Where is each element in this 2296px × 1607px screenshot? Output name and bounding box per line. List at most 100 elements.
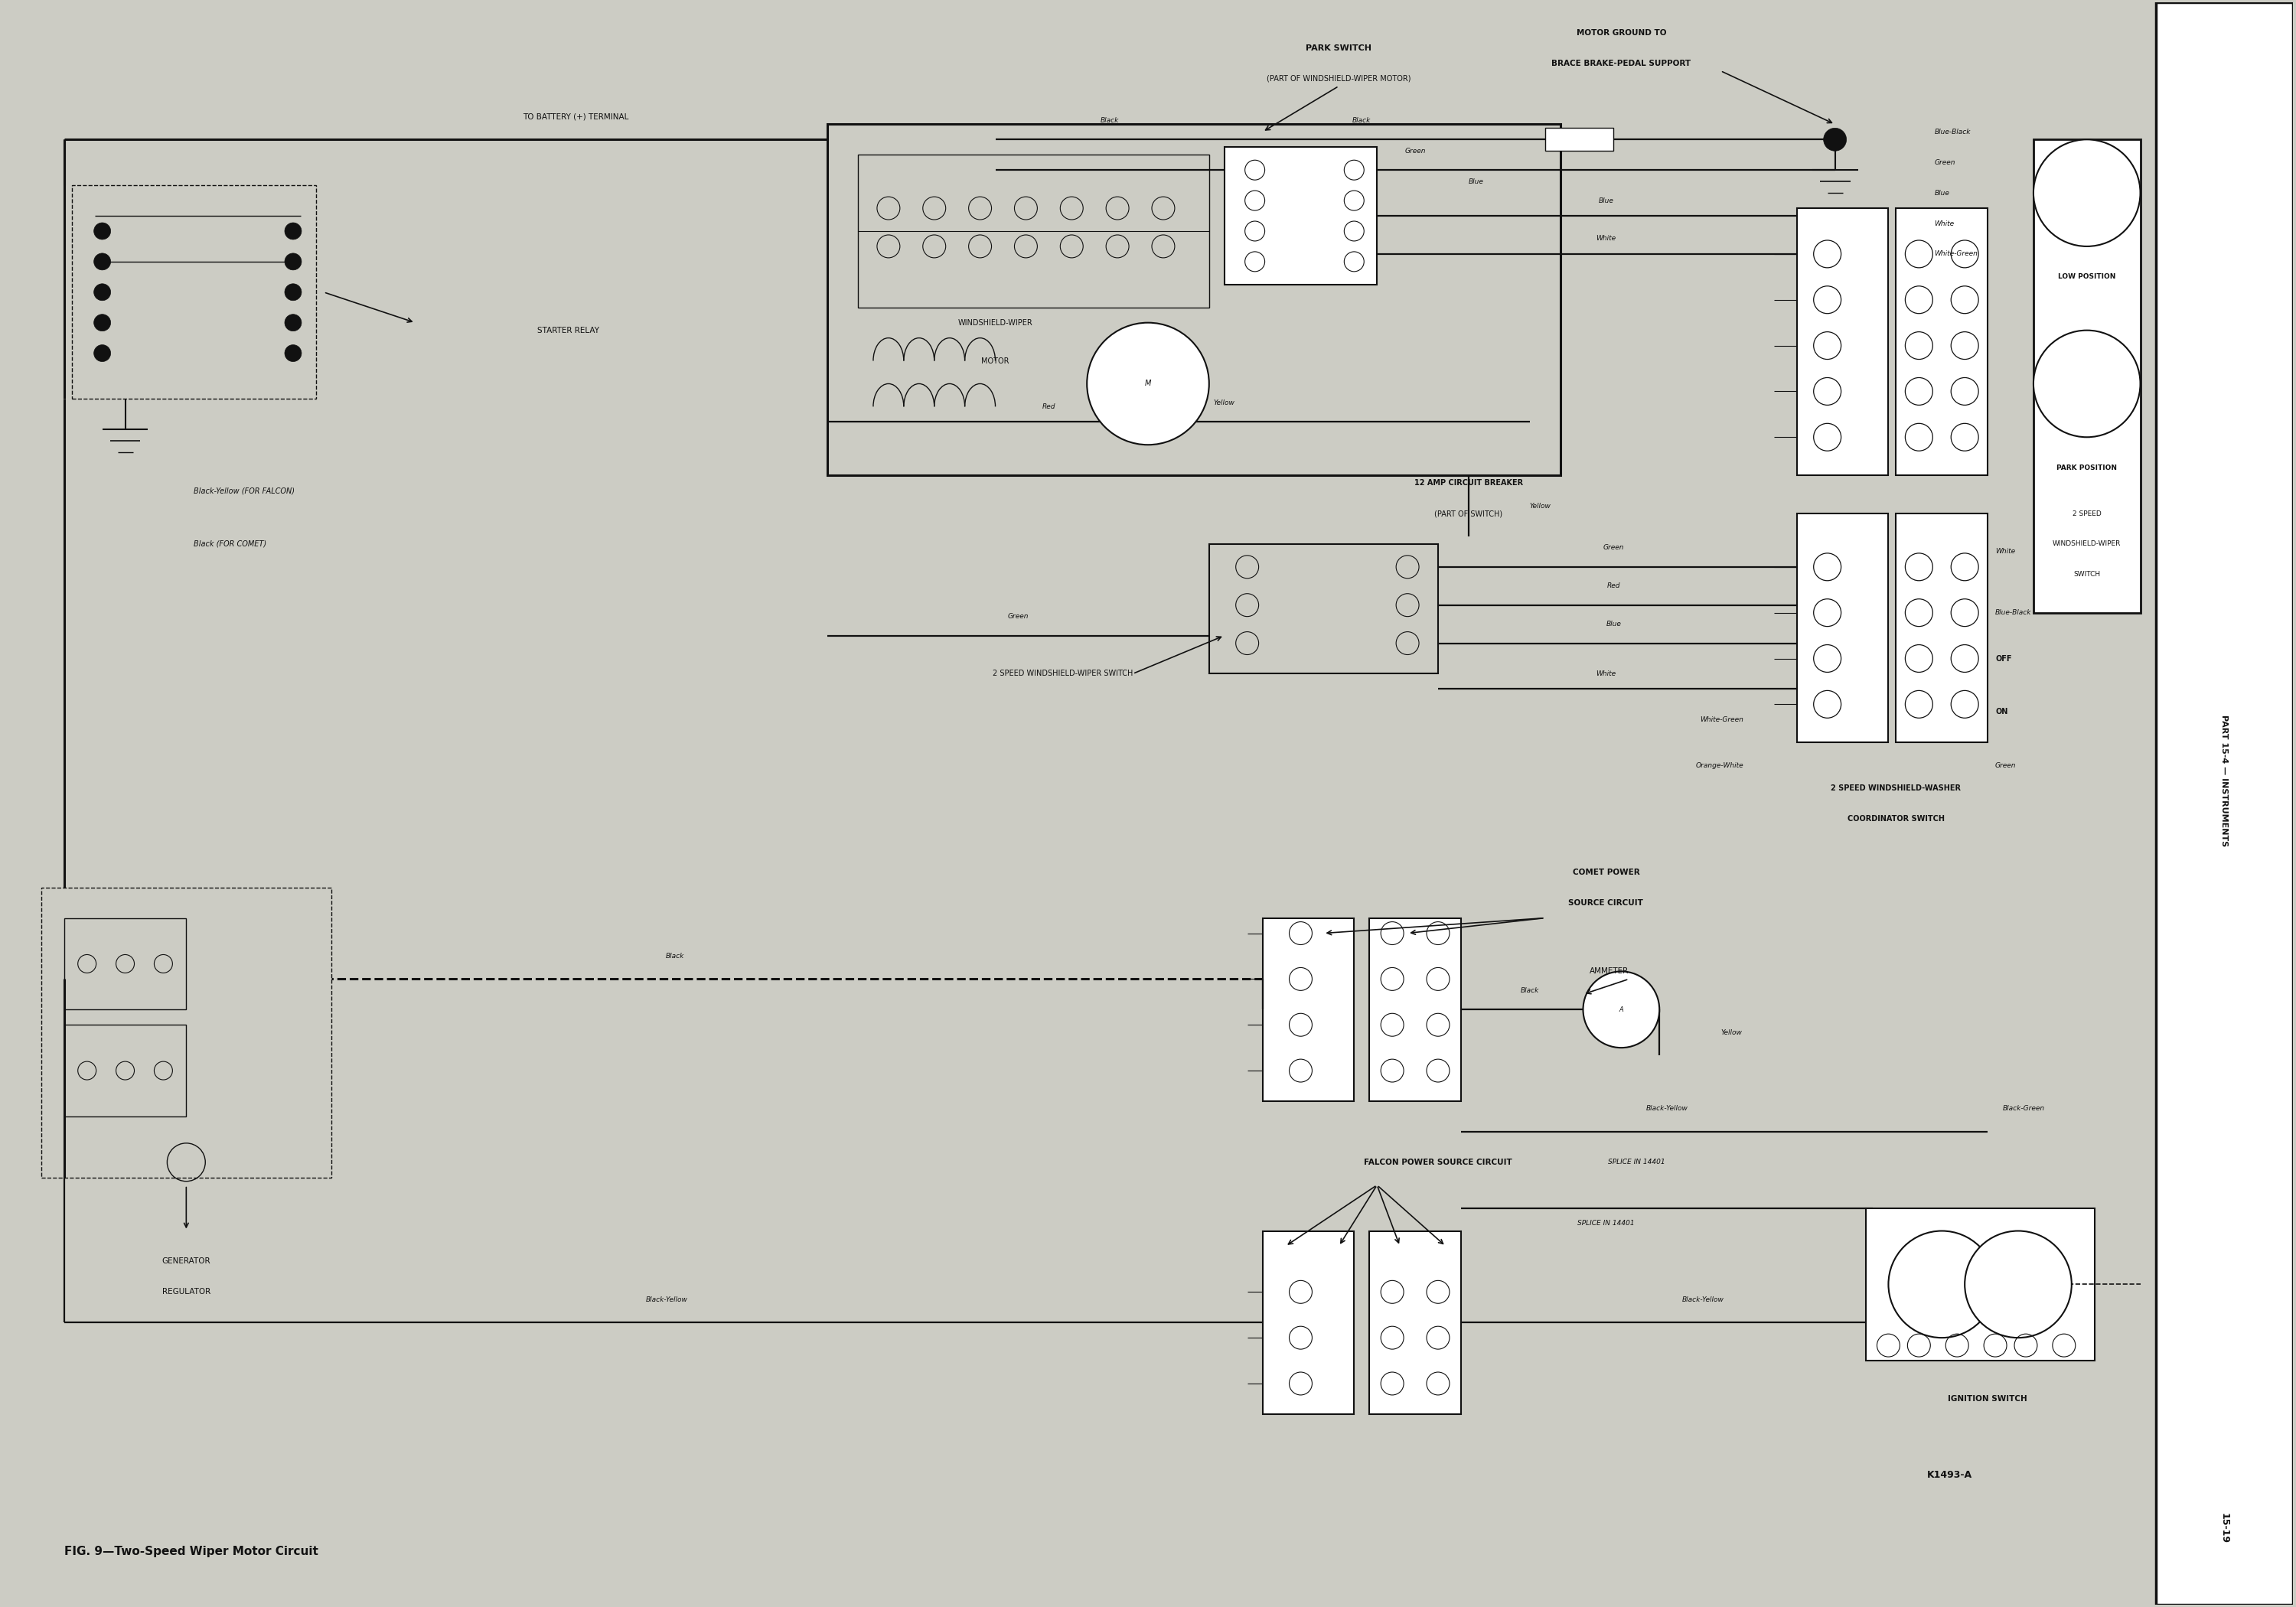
Text: Yellow: Yellow (1529, 503, 1552, 509)
Text: OFF: OFF (1995, 654, 2011, 662)
Bar (859, 154, 1210, 307)
Text: M: M (1146, 379, 1150, 387)
Text: 2 SPEED WINDSHIELD-WIPER SWITCH: 2 SPEED WINDSHIELD-WIPER SWITCH (992, 670, 1132, 678)
Text: 15-19: 15-19 (2220, 1514, 2229, 1544)
Bar (1210, 545, 1437, 673)
Circle shape (94, 284, 110, 301)
Text: White: White (1596, 670, 1616, 677)
Text: A: A (1619, 1006, 1623, 1012)
Circle shape (285, 254, 301, 270)
Text: PART 15-4 — INSTRUMENTS: PART 15-4 — INSTRUMENTS (2220, 715, 2227, 847)
Text: White-Green: White-Green (1933, 251, 1977, 257)
Text: Black-Yellow: Black-Yellow (1683, 1297, 1724, 1303)
Text: Yellow: Yellow (1215, 400, 1235, 407)
Bar (1368, 1231, 1460, 1414)
Text: Blue: Blue (1469, 178, 1483, 185)
Text: GENERATOR: GENERATOR (163, 1258, 211, 1265)
Text: TO BATTERY (+) TERMINAL: TO BATTERY (+) TERMINAL (523, 112, 629, 121)
Text: IGNITION SWITCH: IGNITION SWITCH (1947, 1395, 2027, 1403)
Text: Green: Green (1995, 762, 2016, 768)
Text: Black-Green: Black-Green (2002, 1106, 2046, 1112)
Text: Orange-White: Orange-White (1694, 762, 1743, 768)
Text: PARK POSITION: PARK POSITION (2057, 464, 2117, 471)
Bar (41, 887, 331, 1178)
Circle shape (1823, 129, 1846, 151)
Bar (1263, 918, 1355, 1101)
Circle shape (1086, 323, 1210, 445)
Bar (1867, 1208, 2094, 1361)
Circle shape (285, 284, 301, 301)
Text: REGULATOR: REGULATOR (163, 1289, 211, 1295)
Text: Green: Green (1405, 148, 1426, 154)
Text: Black (FOR COMET): Black (FOR COMET) (193, 540, 266, 548)
Text: Green: Green (1603, 545, 1623, 551)
Text: COMET POWER: COMET POWER (1573, 868, 1639, 876)
Bar (1798, 514, 1887, 742)
Text: Blue-Black: Blue-Black (1995, 609, 2032, 615)
Text: Black: Black (1520, 987, 1538, 995)
Text: FALCON POWER SOURCE CIRCUIT: FALCON POWER SOURCE CIRCUIT (1364, 1159, 1513, 1167)
Text: Red: Red (1042, 403, 1056, 410)
Text: (PART OF SWITCH): (PART OF SWITCH) (1435, 509, 1502, 517)
Bar (827, 124, 1561, 476)
Text: ON: ON (1995, 709, 2007, 715)
Text: Black-Yellow: Black-Yellow (645, 1297, 689, 1303)
Text: Blue: Blue (1598, 198, 1614, 204)
Text: Blue-Black: Blue-Black (1933, 129, 1970, 135)
Text: WINDSHIELD-WIPER: WINDSHIELD-WIPER (2053, 540, 2122, 548)
Bar (1896, 209, 1988, 476)
Bar (1368, 918, 1460, 1101)
Bar (64, 1025, 186, 1117)
Text: Black-Yellow (FOR FALCON): Black-Yellow (FOR FALCON) (193, 487, 294, 495)
Bar (2156, 2, 2294, 1605)
Bar (1224, 148, 1378, 284)
Circle shape (1582, 971, 1660, 1048)
Circle shape (94, 254, 110, 270)
Bar (1545, 129, 1614, 151)
Text: PARK SWITCH: PARK SWITCH (1306, 43, 1371, 51)
Text: Black: Black (1352, 117, 1371, 124)
Text: WINDSHIELD-WIPER: WINDSHIELD-WIPER (957, 318, 1033, 326)
Circle shape (1887, 1231, 1995, 1337)
Text: White-Green: White-Green (1699, 717, 1743, 723)
Bar (1896, 514, 1988, 742)
Text: AMMETER: AMMETER (1589, 967, 1628, 975)
Circle shape (285, 346, 301, 362)
Circle shape (2034, 140, 2140, 246)
Bar (1798, 209, 1887, 476)
Circle shape (1965, 1231, 2071, 1337)
Text: COORDINATOR SWITCH: COORDINATOR SWITCH (1848, 815, 1945, 823)
Text: BRACE BRAKE-PEDAL SUPPORT: BRACE BRAKE-PEDAL SUPPORT (1552, 59, 1690, 67)
Text: 2 SPEED: 2 SPEED (2073, 509, 2101, 517)
Text: FIG. 9—Two-Speed Wiper Motor Circuit: FIG. 9—Two-Speed Wiper Motor Circuit (64, 1546, 319, 1557)
Circle shape (94, 223, 110, 239)
Circle shape (285, 223, 301, 239)
Text: Green: Green (1008, 612, 1029, 620)
Text: K1493-A: K1493-A (1926, 1470, 1972, 1480)
Text: Black: Black (666, 953, 684, 959)
Bar (64, 918, 186, 1009)
Bar (71, 185, 317, 399)
Text: Black-Yellow: Black-Yellow (1646, 1106, 1688, 1112)
Text: SPLICE IN 14401: SPLICE IN 14401 (1607, 1159, 1665, 1165)
Text: Green: Green (1933, 159, 1956, 166)
Text: Yellow: Yellow (1720, 1028, 1743, 1037)
Circle shape (94, 315, 110, 331)
Text: STARTER RELAY: STARTER RELAY (537, 326, 599, 334)
Text: Red: Red (1607, 583, 1621, 590)
Text: 2 SPEED WINDSHIELD-WASHER: 2 SPEED WINDSHIELD-WASHER (1830, 784, 1961, 792)
Text: White: White (1933, 220, 1954, 227)
Text: LOW POSITION: LOW POSITION (2057, 273, 2115, 280)
Text: White: White (1995, 548, 2016, 554)
Bar (1263, 1231, 1355, 1414)
Text: SWITCH: SWITCH (2073, 570, 2101, 579)
Bar (2034, 140, 2140, 612)
Text: SPLICE IN 14401: SPLICE IN 14401 (1577, 1220, 1635, 1226)
Text: Blue: Blue (1933, 190, 1949, 196)
Text: Black: Black (1100, 117, 1118, 124)
Text: SOURCE CIRCUIT: SOURCE CIRCUIT (1568, 898, 1644, 906)
Text: 12 AMP CIRCUIT BREAKER: 12 AMP CIRCUIT BREAKER (1414, 479, 1522, 487)
Circle shape (285, 315, 301, 331)
Text: MOTOR GROUND TO: MOTOR GROUND TO (1577, 29, 1667, 37)
Circle shape (2034, 331, 2140, 437)
